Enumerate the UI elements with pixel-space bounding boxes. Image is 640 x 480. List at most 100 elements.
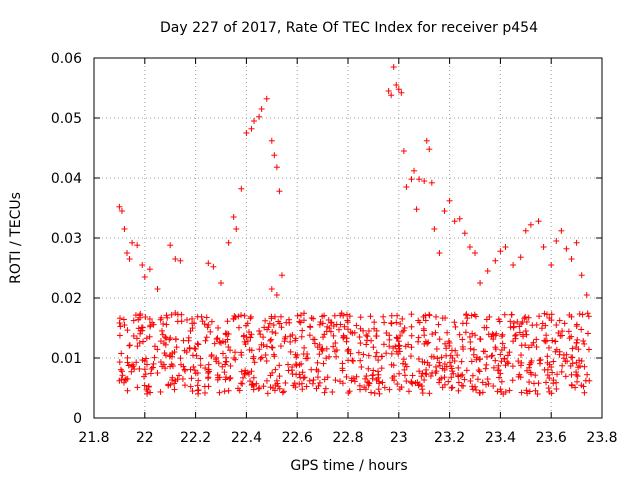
baseline-point <box>197 362 204 369</box>
episode-point <box>423 137 430 144</box>
baseline-point <box>337 378 344 385</box>
baseline-point <box>141 366 148 373</box>
baseline-point <box>345 389 352 396</box>
baseline-point <box>379 379 386 386</box>
baseline-point <box>282 333 289 340</box>
baseline-point <box>169 350 176 357</box>
baseline-point <box>585 313 592 320</box>
y-tick-label: 0.01 <box>51 351 82 367</box>
baseline-point <box>234 385 241 392</box>
baseline-point <box>376 380 383 387</box>
baseline-point <box>363 372 370 379</box>
baseline-point <box>575 346 582 353</box>
baseline-point <box>292 384 299 391</box>
baseline-point <box>343 373 350 380</box>
baseline-point <box>395 345 402 352</box>
baseline-point <box>416 319 423 326</box>
baseline-point <box>569 345 576 352</box>
baseline-point <box>533 321 540 328</box>
baseline-point <box>141 382 148 389</box>
baseline-point <box>522 314 529 321</box>
baseline-point <box>449 354 456 361</box>
baseline-point <box>421 376 428 383</box>
baseline-point <box>247 313 254 320</box>
baseline-point <box>457 372 464 379</box>
baseline-point <box>541 310 548 317</box>
baseline-point <box>566 335 573 342</box>
episode-point <box>263 95 270 102</box>
x-tick-label: 22 <box>136 430 154 446</box>
episode-point <box>548 262 555 268</box>
baseline-point <box>375 357 382 364</box>
baseline-point <box>365 352 372 359</box>
baseline-point <box>436 336 443 343</box>
episode-point <box>403 184 410 190</box>
baseline-point <box>151 343 158 350</box>
baseline-point <box>306 332 313 339</box>
baseline-point <box>194 382 201 389</box>
baseline-point <box>198 313 205 320</box>
baseline-point <box>388 320 395 327</box>
baseline-point <box>432 363 439 370</box>
baseline-point <box>333 353 340 360</box>
baseline-point <box>543 337 550 344</box>
baseline-point <box>279 389 286 396</box>
baseline-point <box>360 351 367 358</box>
baseline-point <box>485 380 492 387</box>
baseline-point <box>368 389 375 396</box>
baseline-point <box>158 327 165 334</box>
baseline-point <box>189 315 196 322</box>
baseline-point <box>323 345 330 352</box>
baseline-point <box>371 319 378 326</box>
baseline-point <box>444 329 451 336</box>
baseline-point <box>130 363 137 370</box>
baseline-point <box>552 338 559 345</box>
baseline-point <box>168 311 175 318</box>
baseline-point <box>149 364 156 371</box>
episode-point <box>563 245 570 252</box>
baseline-point <box>507 318 514 325</box>
baseline-point <box>172 377 179 384</box>
baseline-point <box>133 335 140 342</box>
baseline-point <box>483 361 490 368</box>
baseline-point <box>264 390 271 397</box>
y-tick-label: 0.03 <box>51 231 82 247</box>
baseline-point <box>163 312 170 319</box>
baseline-point <box>187 383 194 390</box>
baseline-point <box>371 390 378 397</box>
baseline-point <box>326 325 333 332</box>
baseline-point <box>232 314 239 321</box>
baseline-point <box>484 376 491 382</box>
baseline-point <box>569 360 576 367</box>
baseline-point <box>400 356 407 363</box>
episode-point <box>472 250 478 256</box>
baseline-point <box>476 368 483 375</box>
baseline-point <box>584 310 591 317</box>
baseline-point <box>556 317 563 324</box>
episode-point <box>517 254 524 261</box>
episode-point <box>251 118 258 124</box>
baseline-point <box>278 313 285 320</box>
episode-point <box>139 262 146 268</box>
baseline-point <box>423 366 430 373</box>
episode-point <box>413 206 420 213</box>
baseline-point <box>568 333 575 340</box>
baseline-point <box>294 312 301 319</box>
baseline-point <box>307 324 314 331</box>
baseline-point <box>195 386 202 393</box>
baseline-point <box>459 336 466 343</box>
baseline-point <box>353 373 360 380</box>
baseline-point <box>194 387 201 394</box>
baseline-point <box>318 346 325 353</box>
baseline-point <box>421 359 428 366</box>
baseline-point <box>191 320 198 327</box>
baseline-point <box>509 377 516 384</box>
episode-point <box>466 244 473 250</box>
baseline-point <box>296 318 303 325</box>
baseline-point <box>409 372 416 379</box>
baseline-point <box>197 355 204 362</box>
baseline-point <box>452 347 459 354</box>
baseline-point <box>548 390 555 397</box>
baseline-point <box>363 341 370 348</box>
baseline-point <box>192 346 199 352</box>
